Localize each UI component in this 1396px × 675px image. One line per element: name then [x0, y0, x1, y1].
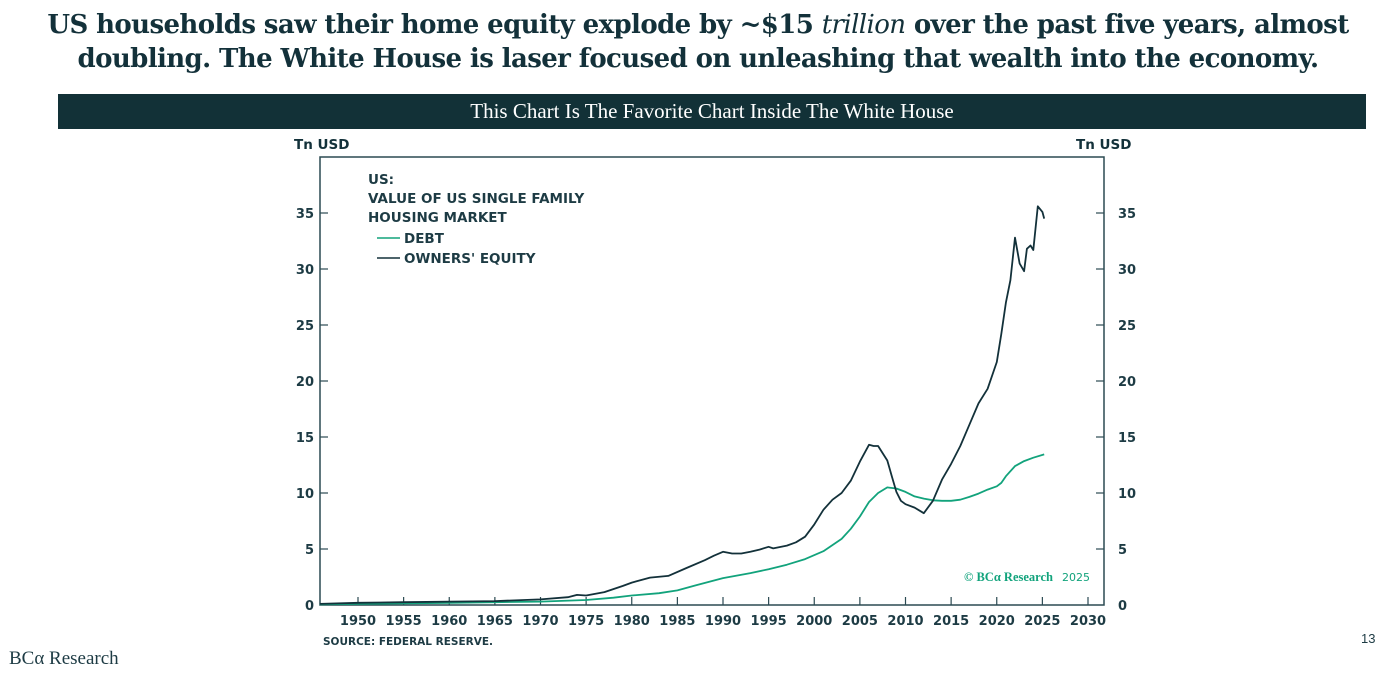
y-tick-label-right: 35: [1118, 207, 1136, 222]
y-tick-label-left: 20: [296, 375, 314, 390]
y-tick-label-right: 25: [1118, 319, 1136, 334]
y-tick-label-right: 5: [1118, 543, 1127, 558]
legend: US: VALUE OF US SINGLE FAMILY HOUSING MA…: [368, 172, 584, 267]
headline-emphasis: trillion: [821, 10, 906, 40]
source-note: SOURCE: FEDERAL RESERVE.: [323, 636, 493, 648]
x-tick-label: 2000: [796, 614, 832, 629]
chart-banner-title: This Chart Is The Favorite Chart Inside …: [58, 94, 1366, 129]
legend-label-debt: DEBT: [404, 231, 445, 247]
x-tick-label: 2005: [842, 614, 878, 629]
x-tick-label: 2010: [887, 614, 923, 629]
y-axis-left: 0 5 10 15 20 25 30 35: [296, 207, 328, 614]
series-line-owners-equity: [319, 205, 1046, 605]
bca-research-logo: BCα Research: [9, 648, 119, 669]
y-tick-label-right: 10: [1118, 487, 1136, 502]
plot-frame: [319, 156, 1105, 606]
x-tick-label: 1990: [705, 614, 741, 629]
y-tick-label-left: 0: [305, 599, 314, 614]
y-axis-right-label: Tn USD: [1076, 137, 1131, 153]
y-tick-label-left: 15: [296, 431, 314, 446]
x-tick-label: 1995: [751, 614, 787, 629]
y-axis-right: 0 5 10 15 20 25 30 35: [1096, 207, 1136, 614]
y-tick-label-left: 25: [296, 319, 314, 334]
x-tick-label: 1955: [386, 614, 422, 629]
y-tick-label-left: 5: [305, 543, 314, 558]
y-tick-label-right: 0: [1118, 599, 1127, 614]
copyright-text: © BCα Research: [964, 570, 1053, 584]
x-tick-label: 1975: [568, 614, 604, 629]
chart-title-line-2: VALUE OF US SINGLE FAMILY: [368, 191, 584, 207]
x-tick-label: 1960: [431, 614, 467, 629]
headline-text: US households saw their home equity expl…: [47, 10, 822, 40]
series-line-debt: [319, 453, 1045, 606]
headline-text: over the past five years, almost: [905, 10, 1349, 40]
y-tick-label-left: 30: [296, 263, 314, 278]
y-tick-label-right: 15: [1118, 431, 1136, 446]
x-tick-label: 2025: [1024, 614, 1060, 629]
x-tick-label: 2030: [1070, 614, 1106, 629]
y-tick-label-right: 30: [1118, 263, 1136, 278]
y-tick-label-right: 20: [1118, 375, 1136, 390]
copyright-note: © BCα Research 2025: [964, 570, 1090, 584]
series-lines: [319, 205, 1046, 606]
x-tick-label: 1950: [340, 614, 376, 629]
x-tick-label: 2020: [979, 614, 1015, 629]
plot-border: [319, 156, 1105, 606]
y-axis-left-label: Tn USD: [294, 137, 349, 153]
headline: US households saw their home equity expl…: [0, 8, 1396, 76]
chart-title-line-1: US:: [368, 172, 394, 188]
x-tick-label: 1970: [522, 614, 558, 629]
headline-line-2: doubling. The White House is laser focus…: [77, 44, 1320, 74]
y-tick-label-left: 10: [296, 487, 314, 502]
x-tick-label: 1985: [659, 614, 695, 629]
legend-label-owners-equity: OWNERS' EQUITY: [404, 251, 536, 267]
y-tick-label-left: 35: [296, 207, 314, 222]
x-axis: 1950 1955 1960 1965 1970 1975 1980 1985 1990 1995…: [340, 597, 1106, 629]
x-tick-label: 2015: [933, 614, 969, 629]
page-number: 13: [1361, 631, 1376, 646]
headline-line-1: US households saw their home equity expl…: [0, 8, 1396, 42]
copyright-year: 2025: [1062, 571, 1090, 584]
chart-title-line-3: HOUSING MARKET: [368, 210, 508, 226]
x-tick-label: 1980: [614, 614, 650, 629]
x-tick-label: 1965: [477, 614, 513, 629]
